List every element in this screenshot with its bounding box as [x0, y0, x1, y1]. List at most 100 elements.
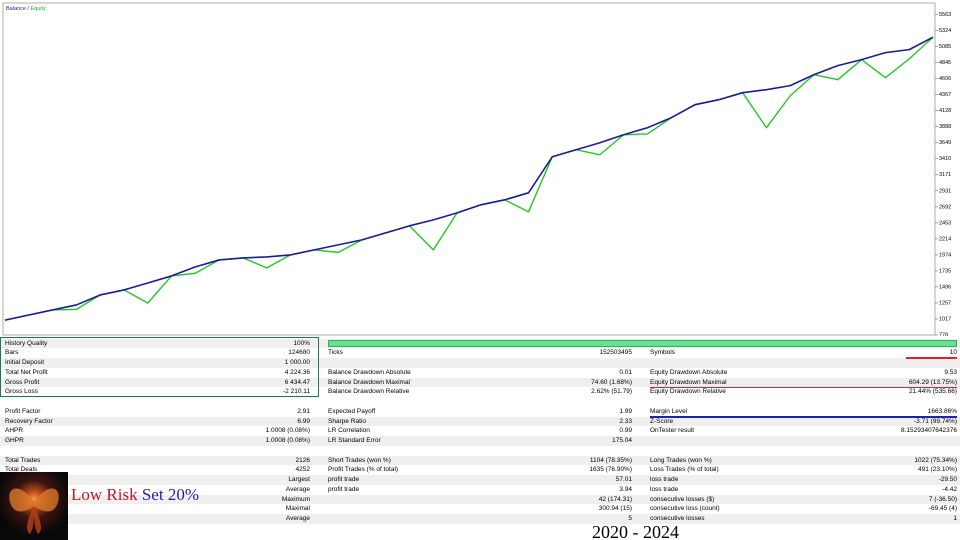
stat-value: 1.0008 (0.08%) [265, 437, 310, 444]
row-bg [0, 358, 960, 368]
y-tick-label: 4845 [939, 60, 951, 66]
y-tick-label: 3649 [939, 140, 951, 146]
stat-label: Equity Drawdown Absolute [650, 368, 728, 376]
period-label: 2020 - 2024 [592, 522, 679, 540]
stat-label: Total Net Profit [5, 368, 48, 376]
stat-value: 21.44% (535.66) [908, 388, 957, 396]
stat-value: 1.0008 (0.08%) [265, 427, 310, 435]
stat-label: Largest [288, 476, 310, 483]
stat-label: LR Correlation [328, 427, 370, 435]
stat-label: consecutive loss (count) [650, 505, 720, 513]
stat-label: Profit Factor [5, 407, 41, 415]
stat-value: 4 224.36 [284, 368, 310, 376]
stat-value: 0.99 [619, 427, 632, 435]
stat-label: Loss Trades (% of total) [650, 466, 719, 474]
stat-label: profit trade [328, 476, 360, 483]
stat-value: -3.71 (99.74%) [914, 417, 957, 425]
stat-value: 9.53 [944, 368, 957, 376]
stat-label: Total Trades [5, 456, 41, 464]
wings [9, 488, 59, 512]
y-tick-label: 3171 [939, 172, 951, 178]
stat-label: Margin Level [650, 407, 688, 415]
legend-balance: Balance [6, 6, 26, 12]
series-line [4, 36, 934, 321]
stat-value: 5 [628, 515, 632, 522]
stat-label: GHPR [5, 437, 24, 444]
quality-bar [328, 339, 957, 348]
stat-value: 300.94 (15) [598, 505, 632, 513]
y-tick-label: 3410 [939, 156, 951, 162]
stat-label: Initial Deposit [5, 359, 45, 366]
y-tick-label: 2931 [939, 188, 951, 194]
stat-label: Z-Score [650, 417, 674, 425]
stat-value: 100% [293, 339, 310, 347]
stat-label: Ticks [328, 349, 343, 357]
stat-value: 2.33 [619, 417, 632, 425]
y-tick-label: 778 [939, 332, 948, 336]
stat-label: Gross Loss [5, 388, 38, 396]
stat-label: History Quality [5, 339, 48, 347]
stat-label: OnTester result [650, 427, 695, 435]
margin-level-line [650, 416, 957, 418]
y-tick-label: 1974 [939, 252, 951, 258]
y-tick-label: 2692 [939, 204, 951, 210]
y-tick-label: 3888 [939, 124, 951, 130]
y-tick-label: 1735 [939, 268, 951, 274]
stat-label: loss trade [650, 476, 679, 483]
stat-value: 2.91 [297, 407, 310, 415]
stat-label: Equity Drawdown Relative [650, 388, 726, 396]
stat-value: 4252 [295, 466, 310, 474]
legend: Balance / Equity [6, 6, 46, 12]
stat-value: -29.50 [938, 476, 957, 483]
stat-label: Total Deals [5, 466, 38, 474]
stat-value: 152503495 [599, 349, 632, 357]
legend-separator: / [26, 6, 31, 12]
stat-label: consecutive losses [650, 515, 705, 522]
stat-label: AHPR [5, 427, 24, 435]
row-bg [0, 377, 960, 388]
stat-value: 3.94 [619, 485, 632, 493]
stat-value: 1.99 [619, 407, 632, 415]
y-tick-label: 4606 [939, 76, 951, 82]
y-tick-label: 1257 [939, 300, 951, 306]
stat-label: Maximum [281, 495, 310, 503]
stat-value: 1635 (76.90%) [589, 466, 632, 474]
y-tick-label: 5324 [939, 28, 951, 34]
y-tick-label: 1017 [939, 316, 951, 322]
row-bg [0, 475, 960, 485]
stat-label: Symbols [650, 349, 675, 357]
stat-value: 1022 (75.34%) [914, 456, 957, 464]
overlay-label: Low Risk Set 20% [71, 485, 199, 505]
stat-value: 42 (174.31) [598, 495, 632, 503]
row-bg [0, 514, 960, 524]
summary-frame [0, 337, 319, 397]
stat-value: 6.99 [297, 417, 310, 425]
lower-wings [27, 506, 41, 534]
stat-label: Average [285, 485, 310, 493]
stat-value: 57.01 [615, 476, 632, 483]
stat-label: loss trade [650, 485, 679, 493]
butterfly-image [0, 472, 68, 540]
symbols-underline [906, 357, 957, 359]
row-bg [0, 494, 960, 505]
stat-value: 7 (-36.50) [928, 495, 957, 503]
stat-value: 0.01 [619, 368, 632, 376]
stat-value: 2.62% (51.79) [591, 388, 632, 396]
y-tick-label: 2214 [939, 236, 951, 242]
stat-value: 74.60 (1.68%) [591, 378, 632, 386]
stat-label: LR Standard Error [328, 437, 381, 444]
stat-label: Maximal [285, 505, 310, 513]
stat-value: 10 [949, 349, 957, 357]
stat-label: Balance Drawdown Maximal [328, 378, 411, 386]
stat-value: 175.04 [612, 437, 632, 444]
stat-value: 1104 (78.35%) [589, 456, 632, 464]
stat-value: 6 434.47 [284, 378, 310, 386]
butterfly-shape [9, 488, 59, 534]
stat-label: Long Trades (won %) [650, 456, 712, 464]
stat-label: Short Trades (won %) [328, 456, 391, 464]
stat-value: 124680 [288, 349, 310, 357]
y-tick-label: 4367 [939, 92, 951, 98]
legend-equity: Equity [30, 6, 46, 12]
risk-label: Low Risk [71, 485, 138, 504]
